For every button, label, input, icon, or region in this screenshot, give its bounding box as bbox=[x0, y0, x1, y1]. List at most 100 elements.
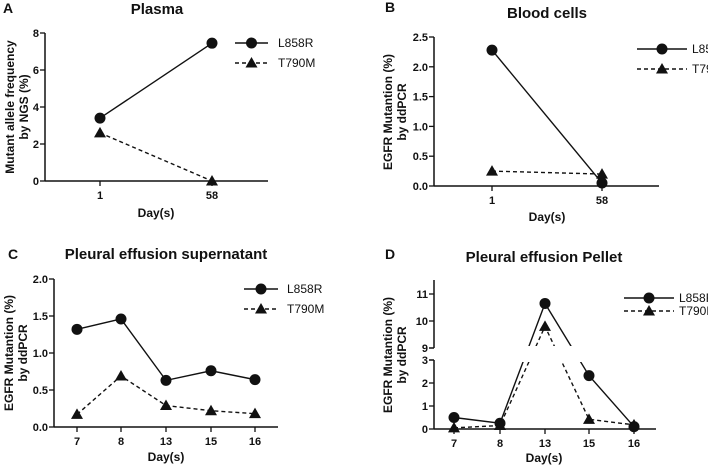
legend-label: T790M bbox=[679, 304, 708, 318]
data-point-triangle bbox=[249, 407, 261, 419]
data-point-triangle bbox=[71, 408, 83, 419]
panel-letter: A bbox=[3, 0, 13, 16]
y-tick-label: 2 bbox=[33, 139, 39, 151]
y-tick-label: 2.5 bbox=[413, 32, 428, 44]
y-tick-label: 0.5 bbox=[413, 151, 428, 163]
x-tick-label: 16 bbox=[249, 436, 261, 448]
y-tick-label: 1.0 bbox=[413, 121, 428, 133]
y-tick-label: 3 bbox=[422, 355, 428, 367]
y-tick-label: 4 bbox=[33, 102, 40, 114]
series-t790m: T790M bbox=[486, 62, 708, 179]
x-tick-label: 13 bbox=[160, 436, 172, 448]
y-tick-label: 1.0 bbox=[33, 348, 48, 360]
data-point-triangle bbox=[539, 320, 551, 331]
panel-b: B Blood cells EGFR Mutantion (%) by ddPCR Da… bbox=[381, 0, 708, 224]
series-l858r: L858R bbox=[94, 36, 314, 124]
y-axis-label: EGFR Mutantion (%) bbox=[381, 297, 395, 413]
data-point-circle bbox=[249, 374, 261, 386]
y-tick-label: 0 bbox=[422, 424, 428, 436]
y-axis-label: EGFR Mutantion (%) bbox=[381, 54, 395, 170]
x-tick-label: 7 bbox=[451, 438, 457, 450]
series-line bbox=[99, 132, 213, 182]
data-point-circle bbox=[486, 44, 498, 56]
y-tick-label: 2.0 bbox=[33, 274, 48, 286]
data-point-triangle bbox=[206, 175, 218, 186]
x-tick-label: 8 bbox=[497, 438, 503, 450]
y-axis-label: Mutant allele frequency bbox=[3, 40, 17, 174]
legend-label: T790M bbox=[278, 56, 315, 70]
data-point-triangle bbox=[160, 399, 172, 411]
series-t790m: T790M bbox=[437, 304, 708, 433]
legend-marker bbox=[643, 305, 655, 316]
panel-letter: B bbox=[385, 0, 395, 15]
series-line bbox=[99, 42, 213, 119]
legend-label: L858R bbox=[278, 36, 314, 50]
y-tick-label: 11 bbox=[416, 289, 428, 301]
y-tick-label: 2 bbox=[422, 378, 428, 390]
y-tick-label: 1.5 bbox=[413, 92, 428, 104]
y-axis-label: by ddPCR bbox=[395, 326, 409, 384]
series-line bbox=[491, 170, 603, 175]
legend-marker bbox=[656, 63, 668, 74]
y-tick-label: 1 bbox=[422, 401, 428, 413]
y-tick-label: 0.0 bbox=[33, 422, 48, 434]
data-point-circle bbox=[206, 37, 218, 49]
y-tick-label: 8 bbox=[33, 28, 39, 40]
x-axis-label: Day(s) bbox=[529, 210, 566, 224]
panel-d: D Pleural effusion Pellet EGFR Mutantion (… bbox=[381, 246, 708, 465]
data-point-triangle bbox=[583, 413, 595, 424]
x-axis-label: Day(s) bbox=[526, 451, 563, 465]
x-tick-label: 58 bbox=[596, 195, 608, 207]
series-line bbox=[453, 324, 635, 429]
chart-title: Blood cells bbox=[507, 5, 587, 22]
x-axis-label: Day(s) bbox=[138, 206, 175, 220]
chart-title: Plasma bbox=[131, 1, 184, 18]
data-point-circle bbox=[160, 374, 172, 386]
data-point-circle bbox=[448, 412, 460, 423]
legend-label: L858R bbox=[692, 42, 708, 56]
x-tick-label: 15 bbox=[205, 436, 217, 448]
x-tick-label: 8 bbox=[118, 436, 124, 448]
x-tick-label: 16 bbox=[628, 438, 640, 450]
legend-label: T790M bbox=[692, 62, 708, 76]
y-axis-label: by ddPCR bbox=[16, 324, 30, 382]
legend-label: L858R bbox=[679, 291, 708, 305]
series-t790m: T790M bbox=[94, 56, 315, 186]
y-axis-label: by NGS (%) bbox=[17, 74, 31, 139]
x-tick-label: 1 bbox=[489, 195, 495, 207]
y-tick-label: 0.5 bbox=[33, 385, 48, 397]
x-tick-label: 58 bbox=[206, 190, 218, 202]
data-point-circle bbox=[596, 177, 608, 189]
data-point-circle bbox=[205, 365, 217, 377]
legend-label: L858R bbox=[287, 282, 323, 296]
data-point-triangle bbox=[494, 419, 506, 431]
x-axis-label: Day(s) bbox=[148, 450, 185, 464]
panel-letter: C bbox=[8, 246, 18, 262]
data-point-circle bbox=[539, 297, 551, 309]
legend-marker bbox=[255, 283, 267, 295]
legend-marker bbox=[246, 37, 257, 49]
data-point-triangle bbox=[486, 165, 498, 176]
data-point-triangle bbox=[94, 126, 106, 138]
y-tick-label: 9 bbox=[422, 343, 428, 355]
panel-c: C Pleural effusion supernatant EGFR Mutant… bbox=[2, 246, 324, 464]
panel-a: A Plasma Mutant allele frequency by NGS (%)… bbox=[3, 0, 315, 220]
series-l858r: L858R bbox=[71, 282, 323, 386]
series-line bbox=[453, 301, 635, 428]
y-tick-label: 0.0 bbox=[413, 181, 428, 193]
chart-title: Pleural effusion Pellet bbox=[466, 249, 623, 266]
y-tick-label: 6 bbox=[33, 65, 39, 77]
series-line bbox=[491, 49, 603, 184]
legend-label: T790M bbox=[287, 302, 324, 316]
x-tick-label: 1 bbox=[97, 190, 103, 202]
legend-marker bbox=[643, 292, 655, 304]
y-axis-label: EGFR Mutantion (%) bbox=[2, 295, 16, 411]
data-point-triangle bbox=[448, 421, 460, 433]
data-point-circle bbox=[94, 112, 106, 124]
chart-title: Pleural effusion supernatant bbox=[65, 246, 268, 263]
x-tick-label: 15 bbox=[583, 438, 595, 450]
legend-marker bbox=[656, 43, 668, 55]
panel-letter: D bbox=[385, 246, 395, 262]
y-tick-label: 0 bbox=[33, 176, 39, 188]
